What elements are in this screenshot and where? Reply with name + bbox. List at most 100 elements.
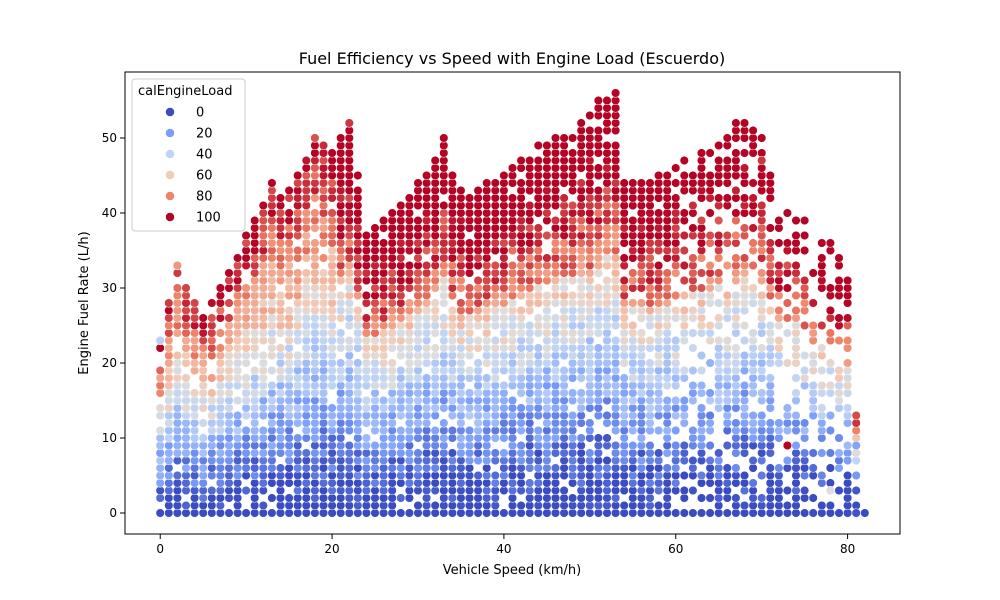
data-point — [559, 133, 569, 143]
data-point — [851, 410, 861, 421]
data-point — [825, 500, 835, 511]
legend-box — [131, 78, 246, 232]
data-point — [464, 388, 475, 398]
data-point — [602, 410, 612, 421]
data-point — [464, 238, 475, 248]
data-point — [705, 440, 715, 451]
data-point — [748, 410, 758, 421]
data-point — [224, 508, 234, 518]
data-point — [860, 508, 870, 518]
data-point — [748, 478, 758, 488]
data-point — [722, 230, 732, 241]
data-point — [593, 433, 603, 443]
data-point — [267, 493, 277, 503]
data-point — [207, 313, 217, 323]
data-point — [791, 305, 801, 316]
data-point — [662, 268, 672, 278]
legend-label: 40 — [196, 148, 213, 163]
data-point — [843, 313, 853, 323]
data-point — [662, 170, 672, 181]
data-point — [155, 508, 165, 518]
data-point — [696, 403, 707, 413]
data-point — [628, 320, 638, 331]
data-point — [602, 140, 612, 151]
data-point — [576, 118, 586, 128]
legend-marker — [165, 149, 175, 159]
data-point — [696, 493, 707, 503]
data-point — [568, 388, 578, 398]
data-point — [679, 290, 689, 301]
data-point — [731, 118, 741, 128]
data-point — [224, 298, 234, 308]
data-point — [464, 193, 475, 203]
data-point — [688, 425, 698, 436]
data-point — [825, 448, 835, 458]
data-point — [714, 335, 724, 346]
data-point — [207, 373, 217, 383]
data-point — [241, 485, 251, 496]
data-point — [739, 118, 750, 128]
data-point — [593, 185, 603, 196]
data-point — [619, 373, 629, 383]
data-point — [696, 380, 707, 391]
data-point — [662, 463, 672, 473]
data-point — [817, 365, 827, 376]
data-point — [576, 178, 586, 188]
data-point — [851, 440, 861, 451]
data-point — [774, 305, 784, 316]
data-point — [507, 260, 518, 271]
data-point — [456, 298, 466, 308]
data-point — [215, 328, 225, 338]
data-point — [782, 455, 792, 466]
data-point — [671, 163, 681, 173]
legend-marker — [165, 170, 175, 180]
data-point — [851, 508, 861, 518]
data-point — [774, 335, 784, 346]
data-point — [800, 230, 810, 241]
data-point — [284, 208, 294, 218]
legend-label: 20 — [196, 127, 213, 142]
data-point — [155, 365, 165, 376]
data-point — [525, 155, 535, 166]
data-point — [267, 178, 277, 188]
data-point — [731, 230, 741, 241]
data-point — [473, 358, 483, 368]
data-point — [525, 320, 535, 331]
data-point — [516, 155, 526, 166]
data-point — [559, 485, 569, 496]
data-point — [688, 455, 698, 466]
data-point — [791, 215, 801, 226]
data-point — [490, 448, 500, 458]
data-point — [843, 358, 853, 368]
x-tick-label: 40 — [496, 542, 511, 556]
data-point — [645, 358, 655, 368]
data-point — [791, 230, 801, 241]
y-axis-label: Engine Fuel Rate (L/h) — [77, 231, 92, 374]
data-point — [396, 508, 406, 518]
data-point — [361, 230, 371, 241]
data-point — [413, 500, 423, 511]
data-point — [628, 268, 638, 278]
legend-marker — [165, 191, 175, 201]
data-point — [782, 283, 792, 293]
data-point — [636, 178, 646, 188]
data-point — [791, 440, 801, 451]
data-point — [671, 425, 681, 436]
data-point — [739, 380, 750, 391]
data-point — [585, 418, 595, 428]
data-point — [774, 238, 784, 248]
data-point — [361, 395, 371, 406]
data-point — [507, 395, 518, 406]
data-point — [757, 200, 767, 211]
data-point — [731, 185, 741, 196]
data-point — [636, 298, 646, 308]
data-point — [722, 440, 732, 451]
data-point — [765, 223, 775, 233]
data-point — [275, 290, 286, 301]
data-point — [370, 223, 380, 233]
data-point — [696, 470, 707, 481]
data-point — [473, 275, 483, 286]
data-point — [731, 493, 741, 503]
data-point — [516, 178, 526, 188]
